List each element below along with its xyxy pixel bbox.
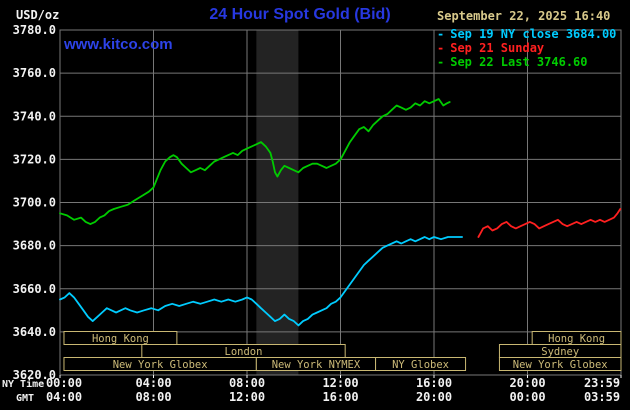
x-tick-label: 04:00 xyxy=(135,376,171,390)
x-tick-label: 16:00 xyxy=(322,390,358,404)
y-tick-label: 3760.0 xyxy=(13,66,56,80)
x-tick-label: 12:00 xyxy=(229,390,265,404)
legend-label: Sep 22 Last 3746.60 xyxy=(450,55,588,69)
y-tick-label: 3780.0 xyxy=(13,23,56,37)
legend-item-2: - Sep 22 Last 3746.60 xyxy=(437,55,616,69)
y-tick-label: 3660.0 xyxy=(13,282,56,296)
x-tick-label: 03:59 xyxy=(584,390,620,404)
x-tick-label: 20:00 xyxy=(509,376,545,390)
x-tick-label: 04:00 xyxy=(46,390,82,404)
session-label: New York Globex xyxy=(513,359,608,371)
session-label: Hong Kong xyxy=(548,333,605,345)
y-tick-label: 3680.0 xyxy=(13,239,56,253)
session-label: Sydney xyxy=(541,346,579,358)
x-axis-row-label: GMT xyxy=(16,393,34,404)
series-line-sep-21-sunday xyxy=(477,208,622,238)
y-tick-label: 3740.0 xyxy=(13,109,56,123)
x-tick-label: 23:59 xyxy=(584,376,620,390)
legend-item-1: - Sep 21 Sunday xyxy=(437,41,616,55)
legend-label: Sep 21 Sunday xyxy=(450,41,545,55)
legend-label: Sep 19 NY close 3684.00 xyxy=(450,27,617,41)
datetime-label: September 22, 2025 16:40 xyxy=(437,9,611,23)
legend-dash-icon: - xyxy=(437,27,445,41)
x-tick-label: 00:00 xyxy=(46,376,82,390)
y-tick-label: 3640.0 xyxy=(13,325,56,339)
session-label: NY Globex xyxy=(392,359,449,371)
y-tick-label: 3700.0 xyxy=(13,196,56,210)
x-tick-label: 08:00 xyxy=(229,376,265,390)
legend-item-0: - Sep 19 NY close 3684.00 xyxy=(437,27,616,41)
legend-dash-icon: - xyxy=(437,41,445,55)
session-label: New York NYMEX xyxy=(272,359,361,371)
chart-title: 24 Hour Spot Gold (Bid) xyxy=(209,6,391,23)
series-line-sep-19-ny-close xyxy=(59,236,464,327)
units-label: USD/oz xyxy=(16,8,60,22)
session-box xyxy=(375,357,467,371)
legend-dash-icon: - xyxy=(437,55,445,69)
x-axis-row-label: NY Time xyxy=(2,378,44,390)
session-label: London xyxy=(225,346,263,358)
legend: - Sep 19 NY close 3684.00- Sep 21 Sunday - S… xyxy=(437,27,616,69)
x-tick-label: 16:00 xyxy=(416,376,452,390)
x-tick-label: 00:00 xyxy=(509,390,545,404)
session-label: Hong Kong xyxy=(92,333,149,345)
y-tick-label: 3720.0 xyxy=(13,152,56,166)
session-label: New York Globex xyxy=(113,359,208,371)
session-box xyxy=(498,357,622,371)
x-tick-label: 12:00 xyxy=(322,376,358,390)
series-line-sep-22-last xyxy=(59,98,451,226)
x-tick-label: 20:00 xyxy=(416,390,452,404)
kitco-watermark-link[interactable]: www.kitco.com xyxy=(64,36,173,53)
session-box xyxy=(63,331,178,345)
x-tick-label: 08:00 xyxy=(135,390,171,404)
y-tick-label: 3620.0 xyxy=(13,368,56,382)
